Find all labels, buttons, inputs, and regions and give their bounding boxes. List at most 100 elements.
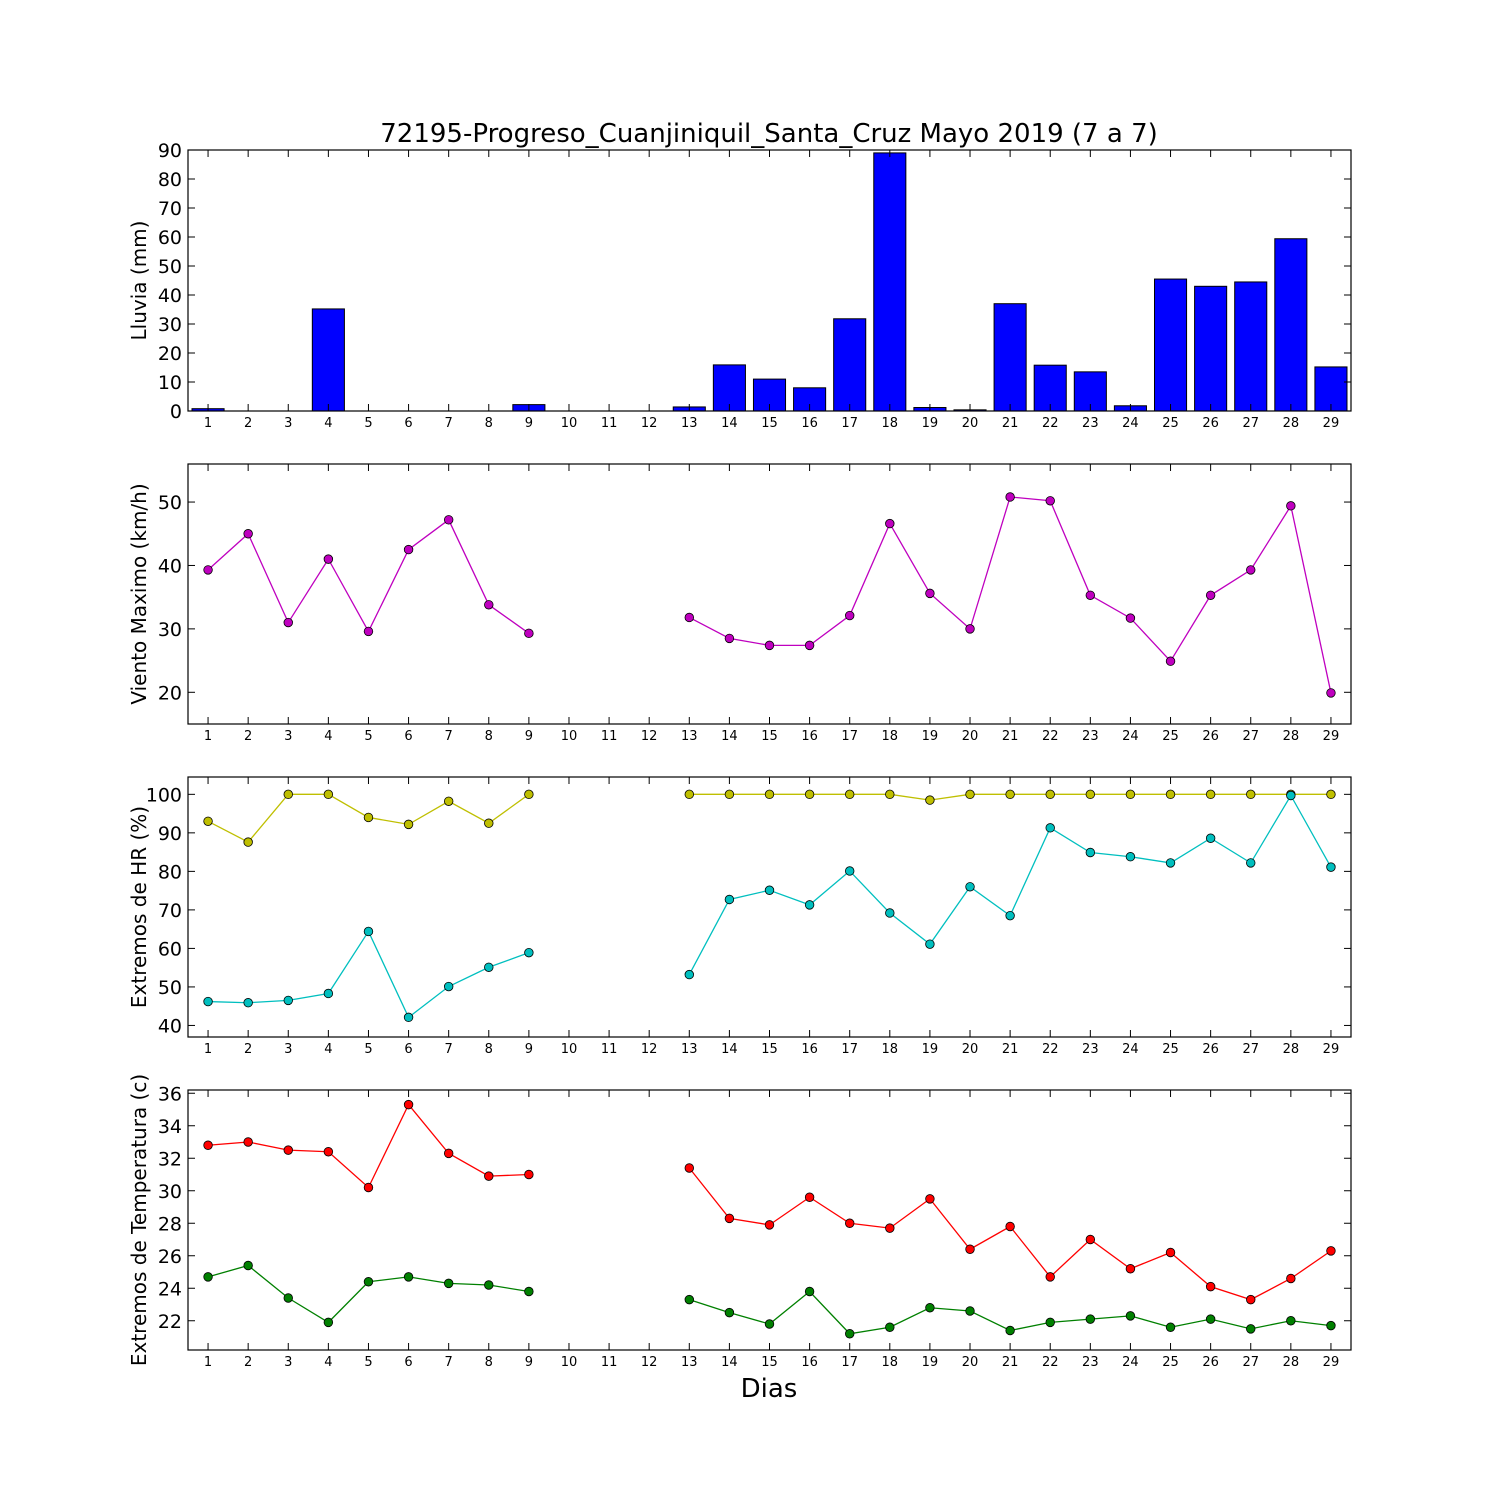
x-tick-label: 17 — [841, 729, 858, 744]
y-axis-label: Viento Maximo (km/h) — [127, 483, 151, 704]
series-1-point-day-13 — [684, 789, 694, 800]
series-2-point-day-23 — [1085, 1314, 1096, 1324]
series-2-point-day-1 — [203, 1272, 213, 1282]
series-1-point-day-4 — [323, 1147, 334, 1157]
x-tick-label: 8 — [485, 729, 493, 744]
x-tick-label: 26 — [1202, 1042, 1219, 1057]
x-tick-label: 15 — [761, 416, 778, 431]
bar-day-27 — [1234, 281, 1268, 412]
y-tick-label: 30 — [158, 619, 182, 641]
series-2-point-day-16 — [804, 900, 815, 910]
series-2-point-day-9 — [524, 1286, 534, 1297]
x-tick-label: 21 — [1002, 416, 1019, 431]
x-tick-label: 23 — [1082, 1042, 1099, 1057]
x-tick-label: 13 — [681, 416, 698, 431]
series-2-point-day-25 — [1165, 858, 1176, 868]
x-tick-label: 2 — [244, 416, 252, 431]
series-1-point-day-27 — [1246, 565, 1256, 575]
y-tick-label: 24 — [158, 1278, 182, 1300]
y-tick-label: 32 — [158, 1148, 182, 1170]
series-1-point-day-2 — [243, 1137, 253, 1147]
y-tick-label: 70 — [158, 900, 182, 922]
series-2-point-day-23 — [1085, 847, 1096, 858]
series-1-point-day-14 — [724, 633, 735, 644]
x-tick-label: 27 — [1242, 416, 1259, 431]
x-tick-label: 5 — [364, 1355, 372, 1370]
y-tick-label: 50 — [158, 256, 182, 278]
x-tick-label: 21 — [1002, 729, 1019, 744]
series-1-point-day-15 — [764, 1220, 775, 1230]
y-tick-label: 60 — [158, 227, 182, 249]
series-2-point-day-2 — [243, 1260, 253, 1271]
y-tick-label: 34 — [158, 1116, 182, 1138]
x-tick-label: 1 — [204, 1042, 212, 1057]
x-tick-label: 13 — [681, 1355, 698, 1370]
x-tick-label: 25 — [1162, 416, 1179, 431]
x-tick-label: 5 — [364, 729, 372, 744]
series-2-point-day-25 — [1165, 1322, 1176, 1332]
x-tick-label: 15 — [761, 1355, 778, 1370]
x-tick-label: 11 — [601, 1042, 618, 1057]
series-2-point-day-24 — [1125, 1311, 1136, 1321]
x-tick-label: 24 — [1122, 1042, 1139, 1057]
series-2-point-day-4 — [323, 988, 334, 999]
series-1-point-day-20 — [965, 1244, 975, 1254]
x-tick-label: 6 — [404, 1355, 412, 1370]
x-tick-label: 16 — [801, 416, 818, 431]
y-tick-label: 26 — [158, 1246, 182, 1268]
x-tick-label: 14 — [721, 416, 738, 431]
x-tick-label: 2 — [244, 729, 252, 744]
x-tick-label: 7 — [445, 416, 453, 431]
x-tick-label: 19 — [922, 729, 939, 744]
series-1-point-day-17 — [845, 789, 855, 800]
x-tick-label: 5 — [364, 416, 372, 431]
series-2-point-day-6 — [403, 1272, 414, 1282]
series-1-point-day-25 — [1165, 1247, 1176, 1258]
x-tick-label: 22 — [1042, 416, 1059, 431]
series-2-point-day-13 — [684, 969, 694, 980]
bar-day-21 — [993, 303, 1027, 412]
x-tick-label: 3 — [284, 729, 292, 744]
x-tick-label: 11 — [601, 1355, 618, 1370]
x-tick-label: 10 — [561, 729, 578, 744]
x-axis-label: Dias — [741, 1374, 798, 1404]
x-tick-label: 12 — [641, 729, 658, 744]
x-tick-label: 6 — [404, 729, 412, 744]
series-2-point-day-24 — [1125, 852, 1136, 862]
y-tick-label: 50 — [158, 492, 182, 514]
x-tick-label: 19 — [922, 416, 939, 431]
series-1-point-day-4 — [323, 789, 334, 800]
x-tick-label: 4 — [324, 729, 332, 744]
x-tick-label: 8 — [485, 416, 493, 431]
x-tick-label: 9 — [525, 1042, 533, 1057]
x-tick-label: 12 — [641, 1355, 658, 1370]
x-tick-label: 17 — [841, 416, 858, 431]
x-tick-label: 23 — [1082, 729, 1099, 744]
series-1-point-day-17 — [845, 1218, 855, 1228]
series-1-point-day-25 — [1165, 789, 1176, 800]
series-1-point-day-1 — [203, 816, 213, 826]
y-tick-label: 70 — [158, 198, 182, 220]
x-tick-label: 22 — [1042, 1042, 1059, 1057]
figure-title: 72195-Progreso_Cuanjiniquil_Santa_Cruz M… — [380, 119, 1158, 149]
series-2-point-day-19 — [925, 939, 935, 949]
series-1-point-day-19 — [925, 1194, 935, 1204]
x-tick-label: 16 — [801, 1355, 818, 1370]
series-2-point-day-13 — [684, 1294, 694, 1305]
series-1-point-day-29 — [1326, 1246, 1336, 1256]
y-tick-label: 50 — [158, 977, 182, 999]
x-tick-label: 11 — [601, 416, 618, 431]
x-tick-label: 27 — [1242, 729, 1259, 744]
x-tick-label: 26 — [1202, 729, 1219, 744]
series-1-point-day-21 — [1005, 1221, 1015, 1232]
x-tick-label: 1 — [204, 416, 212, 431]
series-1-point-day-27 — [1246, 1294, 1256, 1305]
x-tick-label: 15 — [761, 729, 778, 744]
series-1-point-day-15 — [764, 640, 775, 651]
bar-day-25 — [1153, 278, 1188, 412]
series-1-point-day-21 — [1005, 492, 1015, 502]
x-tick-label: 10 — [561, 1042, 578, 1057]
series-1-point-day-5 — [363, 1182, 374, 1193]
